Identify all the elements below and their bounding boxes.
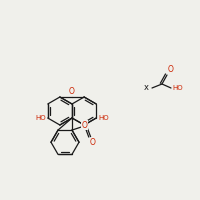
Text: HO: HO [35, 115, 46, 121]
Text: HO: HO [98, 115, 109, 121]
Text: x: x [144, 84, 149, 92]
Text: O: O [82, 120, 88, 130]
Text: HO: HO [172, 85, 183, 91]
Text: O: O [168, 65, 174, 74]
Text: O: O [69, 86, 75, 96]
Text: O: O [90, 138, 96, 147]
